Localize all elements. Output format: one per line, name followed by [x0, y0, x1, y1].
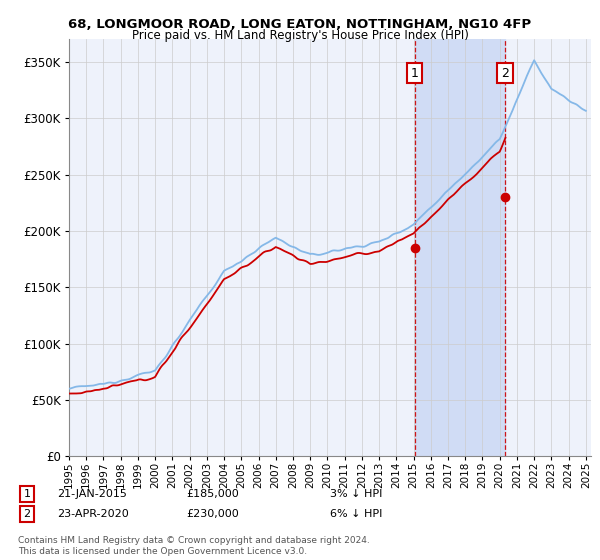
Text: 2: 2: [501, 67, 509, 80]
Text: Contains HM Land Registry data © Crown copyright and database right 2024.
This d: Contains HM Land Registry data © Crown c…: [18, 536, 370, 556]
Text: 3% ↓ HPI: 3% ↓ HPI: [330, 489, 382, 499]
Text: £230,000: £230,000: [186, 509, 239, 519]
Text: 1: 1: [23, 489, 31, 499]
Text: 6% ↓ HPI: 6% ↓ HPI: [330, 509, 382, 519]
Text: 23-APR-2020: 23-APR-2020: [57, 509, 129, 519]
Text: 1: 1: [410, 67, 419, 80]
Text: £185,000: £185,000: [186, 489, 239, 499]
Text: 2: 2: [23, 509, 31, 519]
Text: 21-JAN-2015: 21-JAN-2015: [57, 489, 127, 499]
Text: 68, LONGMOOR ROAD, LONG EATON, NOTTINGHAM, NG10 4FP: 68, LONGMOOR ROAD, LONG EATON, NOTTINGHA…: [68, 18, 532, 31]
Text: Price paid vs. HM Land Registry's House Price Index (HPI): Price paid vs. HM Land Registry's House …: [131, 29, 469, 42]
Bar: [415, 39, 505, 456]
